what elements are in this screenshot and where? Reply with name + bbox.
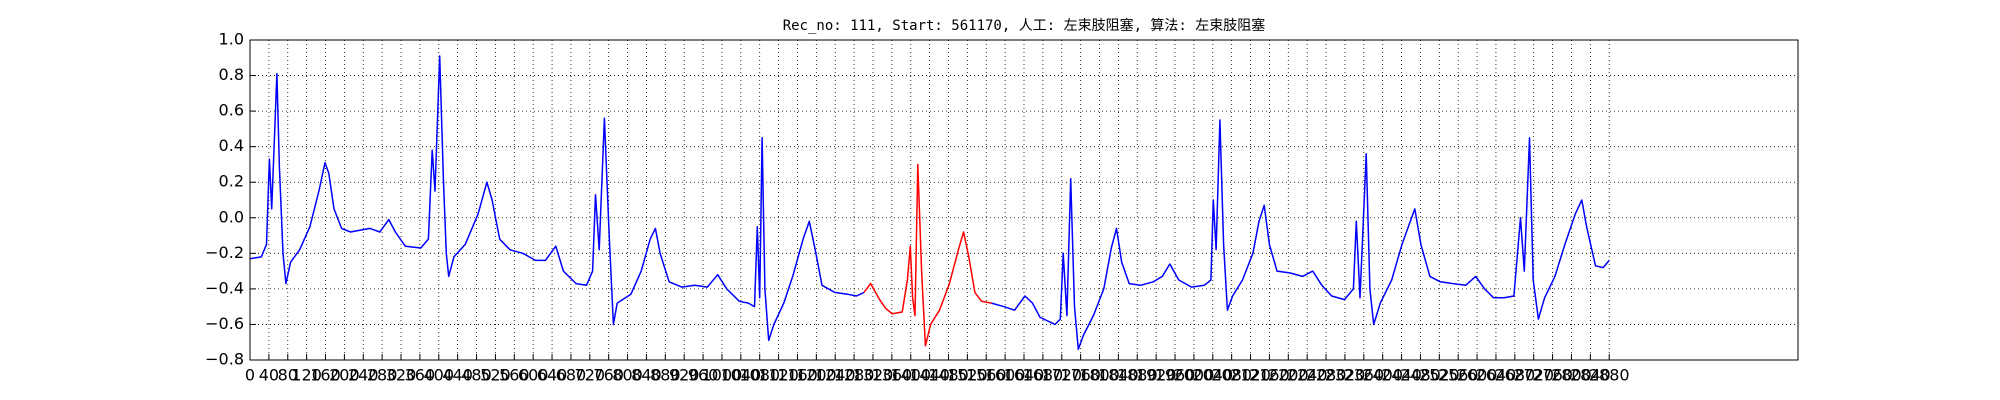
y-tick-label: 1.0 (219, 30, 244, 49)
x-tick-label: 2720 (1513, 366, 1554, 385)
x-tick-label: 840 (631, 366, 662, 385)
x-tick-label: 1200 (796, 366, 837, 385)
x-tick-label: 2880 (1589, 366, 1630, 385)
x-tick-label: 2560 (1438, 366, 1479, 385)
x-tick-label: 880 (650, 366, 681, 385)
x-tick-label: 40 (259, 366, 279, 385)
chart-title: Rec_no: 111, Start: 561170, 人工: 左束肢阻塞, 算… (783, 17, 1266, 34)
x-tick-label: 920 (669, 366, 700, 385)
x-tick-label: 2280 (1306, 366, 1347, 385)
x-tick-label: 1240 (815, 366, 856, 385)
x-tick-label: 560 (499, 366, 530, 385)
x-tick-label: 2480 (1400, 366, 1441, 385)
x-tick-label: 680 (556, 366, 587, 385)
x-tick-label: 2800 (1551, 366, 1592, 385)
x-tick-label: 2040 (1192, 366, 1233, 385)
x-tick-label: 320 (386, 366, 417, 385)
x-tick-label: 240 (348, 366, 379, 385)
x-tick-label: 1120 (758, 366, 799, 385)
x-tick-label: 1800 (1079, 366, 1120, 385)
x-tick-label: 2840 (1570, 366, 1611, 385)
x-tick-label: 2160 (1249, 366, 1290, 385)
x-tick-label: 1320 (853, 366, 894, 385)
y-tick-label: 0.0 (219, 207, 244, 226)
x-tick-label: 120 (291, 366, 322, 385)
x-tick-label: 600 (518, 366, 549, 385)
x-tick-label: 2760 (1532, 366, 1573, 385)
x-tick-label: 1920 (1136, 366, 1177, 385)
x-tick-label: 720 (575, 366, 606, 385)
x-tick-label: 1440 (909, 366, 950, 385)
x-tick-label: 1640 (1004, 366, 1045, 385)
x-tick-label: 1360 (871, 366, 912, 385)
x-tick-label: 2240 (1287, 366, 1328, 385)
x-tick-label: 80 (278, 366, 298, 385)
x-tick-label: 400 (424, 366, 455, 385)
x-tick-label: 1040 (720, 366, 761, 385)
x-tick-label: 1280 (834, 366, 875, 385)
x-tick-label: 520 (480, 366, 511, 385)
x-tick-label: 1760 (1060, 366, 1101, 385)
y-tick-label: −0.4 (205, 278, 244, 297)
y-tick-label: 0.4 (219, 136, 244, 155)
ecg-line (863, 163, 992, 347)
x-tick-label: 1160 (777, 366, 818, 385)
x-tick-label: 2600 (1457, 366, 1498, 385)
x-tick-label: 160 (310, 366, 341, 385)
x-tick-label: 2640 (1476, 366, 1517, 385)
x-tick-label: 1720 (1041, 366, 1082, 385)
x-tick-label: 2680 (1494, 366, 1535, 385)
y-tick-label: 0.8 (219, 65, 244, 84)
y-tick-label: −0.2 (205, 243, 244, 262)
x-tick-label: 2360 (1343, 366, 1384, 385)
x-tick-label: 2080 (1211, 366, 1252, 385)
x-tick-label: 1680 (1023, 366, 1064, 385)
x-tick-label: 2120 (1230, 366, 1271, 385)
x-tick-label: 2400 (1362, 366, 1403, 385)
x-tick-label: 1400 (890, 366, 931, 385)
x-tick-label: 440 (442, 366, 473, 385)
y-tick-label: 0.6 (219, 101, 244, 120)
y-tick-label: 0.2 (219, 172, 244, 191)
plot-frame (249, 39, 1799, 361)
x-tick-label: 0 (245, 366, 255, 385)
x-tick-label: 1000 (702, 366, 743, 385)
x-tick-label: 2320 (1325, 366, 1366, 385)
x-tick-label: 2440 (1381, 366, 1422, 385)
x-tick-label: 480 (461, 366, 492, 385)
x-tick-label: 1600 (985, 366, 1026, 385)
x-tick-label: 1560 (966, 366, 1007, 385)
x-tick-label: 1480 (928, 366, 969, 385)
ecg-line (249, 55, 1610, 351)
x-tick-label: 1880 (1117, 366, 1158, 385)
x-tick-label: 640 (537, 366, 568, 385)
y-tick-label: −0.8 (205, 350, 244, 369)
x-tick-label: 1080 (739, 366, 780, 385)
x-tick-label: 360 (405, 366, 436, 385)
x-tick-label: 760 (593, 366, 624, 385)
x-tick-label: 2520 (1419, 366, 1460, 385)
x-tick-label: 200 (329, 366, 360, 385)
y-tick-label: −0.6 (205, 314, 244, 333)
x-tick-label: 1520 (947, 366, 988, 385)
x-tick-label: 960 (688, 366, 719, 385)
x-tick-label: 800 (612, 366, 643, 385)
x-tick-label: 2000 (1174, 366, 1215, 385)
x-tick-label: 280 (367, 366, 398, 385)
x-tick-label: 2200 (1268, 366, 1309, 385)
x-tick-label: 1960 (1155, 366, 1196, 385)
x-tick-label: 1840 (1098, 366, 1139, 385)
